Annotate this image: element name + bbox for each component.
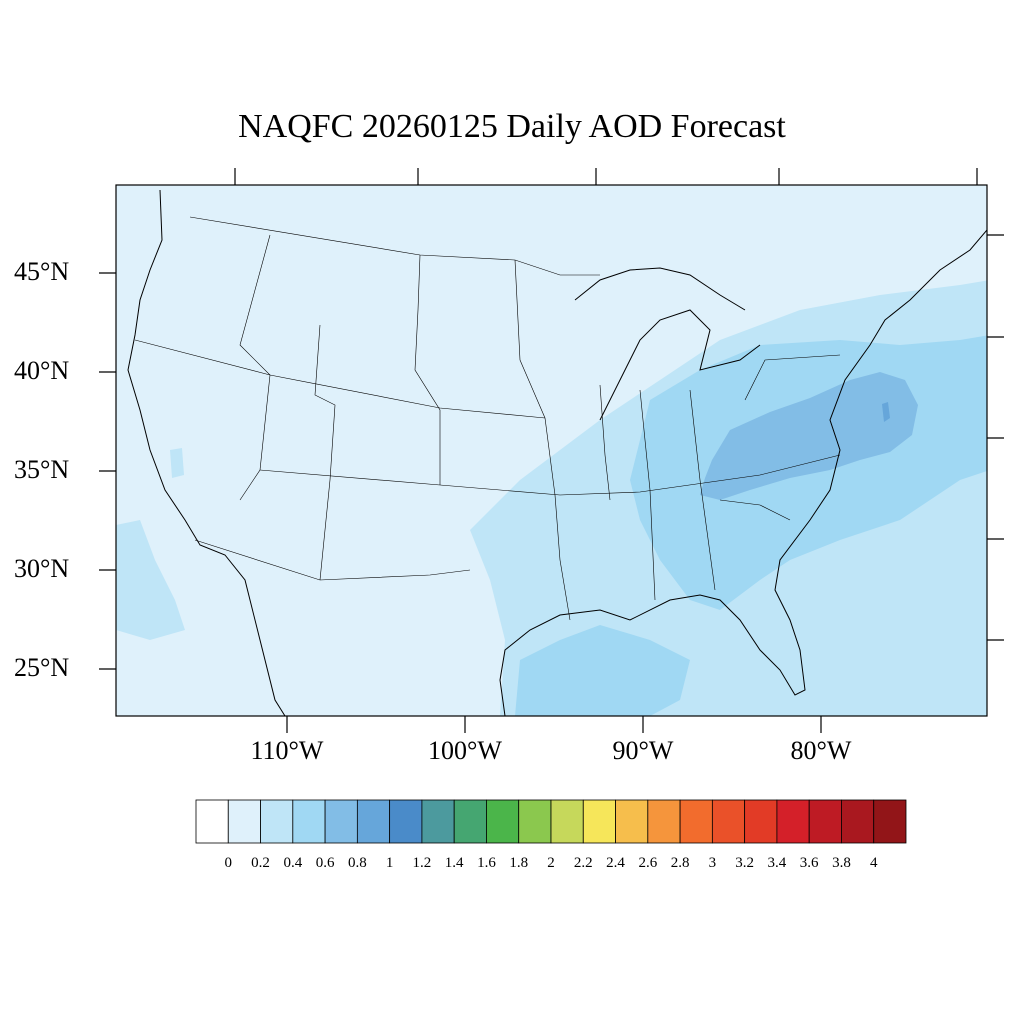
lon-label-90w: 90°W: [612, 736, 674, 765]
colorbar-swatch: [518, 799, 552, 844]
colorbar-tick-label: 0.8: [347, 855, 367, 871]
aod-patch-west: [116, 520, 185, 640]
lon-label-110w: 110°W: [250, 736, 324, 765]
bottom-ticks: [286, 716, 822, 733]
lat-label-40n: 40°N: [14, 356, 70, 385]
colorbar-tick-label: 0.2: [251, 855, 270, 871]
colorbar-tick-label: 1.4: [444, 855, 464, 871]
colorbar-swatch: [615, 799, 649, 844]
colorbar-tick-label: 1: [385, 855, 394, 871]
colorbar-swatch: [227, 799, 261, 844]
colorbar-swatch: [453, 799, 487, 844]
colorbar-tick-label: 2: [547, 855, 555, 871]
colorbar-tick-label: 0: [224, 855, 233, 871]
map-frame: [115, 184, 988, 717]
colorbar-tick-label: 2.6: [638, 855, 658, 871]
coastline-outlines: [127, 189, 987, 716]
lat-label-45n: 45°N: [14, 257, 70, 286]
colorbar-swatch: [324, 799, 358, 844]
colorbar-tick-label: 0.4: [283, 855, 303, 871]
colorbar-swatch: [550, 799, 584, 844]
lon-label-100w: 100°W: [428, 736, 502, 765]
colorbar-tick-label: 2.2: [573, 855, 593, 871]
colorbar-swatch: [356, 799, 391, 844]
colorbar-swatch: [260, 799, 294, 844]
colorbar-swatch: [679, 799, 713, 844]
colorbar-swatch: [841, 799, 875, 844]
colorbar-swatch: [421, 799, 455, 844]
colorbar-tick-label: 2.4: [606, 855, 625, 871]
colorbar-tick-label: 0.6: [315, 855, 335, 871]
colorbar-tick-label: 3.2: [735, 855, 754, 871]
aod-patch-nevada: [170, 448, 184, 478]
colorbar-tick-label: 3.4: [767, 855, 787, 871]
colorbar-swatch: [808, 799, 842, 844]
state-borders: [134, 216, 841, 621]
aod-plume-core: [700, 372, 918, 500]
colorbar-tick-label: 3.8: [832, 855, 851, 871]
colorbar-swatch: [711, 799, 746, 844]
colorbar-swatch: [195, 799, 229, 844]
colorbar-swatch: [389, 799, 423, 844]
colorbar-tick-label: 3: [708, 855, 717, 871]
right-ticks: [987, 234, 1004, 641]
lon-label-80w: 80°W: [790, 736, 852, 765]
colorbar: [195, 799, 907, 844]
aod-plume-core-spot: [882, 402, 890, 422]
colorbar-swatch: [582, 799, 616, 844]
colorbar-tick-label: 1.6: [477, 855, 496, 871]
colorbar-tick-label: 1.2: [412, 855, 432, 871]
colorbar-swatch: [647, 799, 681, 844]
left-ticks: [99, 272, 116, 670]
colorbar-tick-label: 4: [869, 855, 878, 871]
lat-label-30n: 30°N: [14, 554, 70, 583]
lat-label-35n: 35°N: [14, 455, 70, 484]
colorbar-swatch: [776, 799, 810, 844]
aod-gulf-plume: [515, 625, 690, 716]
map-title: NAQFC 20260125 Daily AOD Forecast: [238, 108, 786, 145]
colorbar-tick-label: 3.6: [799, 855, 819, 871]
colorbar-tick-label: 1.8: [509, 855, 529, 871]
colorbar-swatch: [486, 799, 520, 844]
colorbar-swatch: [873, 799, 907, 844]
top-ticks: [234, 168, 978, 185]
colorbar-swatch: [744, 799, 778, 844]
colorbar-swatch: [292, 799, 326, 844]
colorbar-tick-label: 2.8: [670, 855, 690, 871]
lat-label-25n: 25°N: [14, 653, 70, 682]
